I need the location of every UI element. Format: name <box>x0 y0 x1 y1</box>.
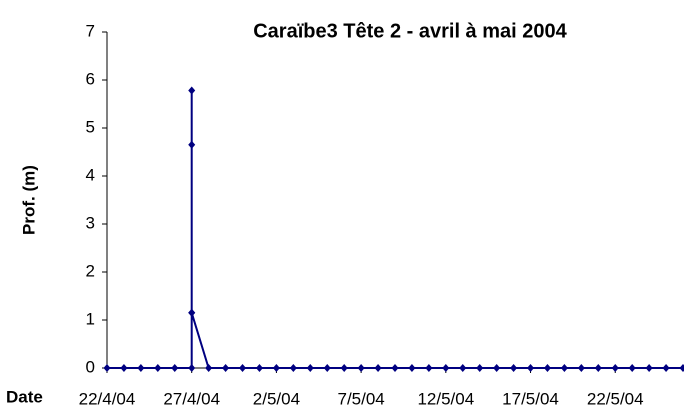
data-point <box>459 364 467 372</box>
data-point <box>442 364 450 372</box>
data-point <box>594 364 602 372</box>
data-point <box>171 364 179 372</box>
x-tick-label: 22/4/04 <box>79 389 136 408</box>
data-point <box>510 364 518 372</box>
data-point <box>543 364 551 372</box>
y-axis-label: Prof. (m) <box>19 165 38 235</box>
x-tick-label: 22/5/04 <box>587 389 644 408</box>
data-point <box>679 364 684 372</box>
data-point <box>255 364 263 372</box>
x-tick-label: 7/5/04 <box>337 389 384 408</box>
data-line <box>107 90 683 369</box>
data-point <box>611 364 619 372</box>
data-point <box>577 364 585 372</box>
y-tick-label: 6 <box>86 69 95 88</box>
data-point <box>408 364 416 372</box>
y-tick-label: 2 <box>86 261 95 280</box>
x-axis-label: Date <box>6 387 43 406</box>
data-point <box>391 364 399 372</box>
y-tick-label: 4 <box>86 165 95 184</box>
y-tick-label: 1 <box>86 309 95 328</box>
data-point <box>645 364 653 372</box>
data-point <box>493 364 501 372</box>
x-tick-label: 27/4/04 <box>163 389 220 408</box>
data-point <box>239 364 247 372</box>
y-tick-label: 0 <box>86 357 95 376</box>
x-tick-label: 2/5/04 <box>253 389 300 408</box>
y-tick-label: 5 <box>86 117 95 136</box>
data-point <box>374 364 382 372</box>
data-point <box>476 364 484 372</box>
x-tick-label: 12/5/04 <box>417 389 474 408</box>
data-point <box>188 308 196 317</box>
y-tick-label: 7 <box>86 21 95 40</box>
data-point <box>154 364 162 372</box>
data-point <box>289 364 297 372</box>
data-point <box>357 364 365 372</box>
y-tick-label: 3 <box>86 213 95 232</box>
data-point <box>560 364 568 372</box>
data-point <box>188 140 196 149</box>
data-point <box>137 364 145 372</box>
data-point <box>188 86 196 95</box>
data-point <box>662 364 670 372</box>
data-point <box>527 364 535 372</box>
chart-title: Caraïbe3 Tête 2 - avril à mai 2004 <box>253 20 567 42</box>
data-point <box>306 364 314 372</box>
data-point <box>120 364 128 372</box>
data-point <box>628 364 636 372</box>
data-point <box>103 364 111 372</box>
data-point <box>188 364 196 372</box>
data-point <box>340 364 348 372</box>
data-point <box>323 364 331 372</box>
data-point <box>425 364 433 372</box>
data-point <box>222 364 230 372</box>
data-point <box>205 364 213 372</box>
data-point <box>272 364 280 372</box>
x-tick-label: 17/5/04 <box>502 389 559 408</box>
